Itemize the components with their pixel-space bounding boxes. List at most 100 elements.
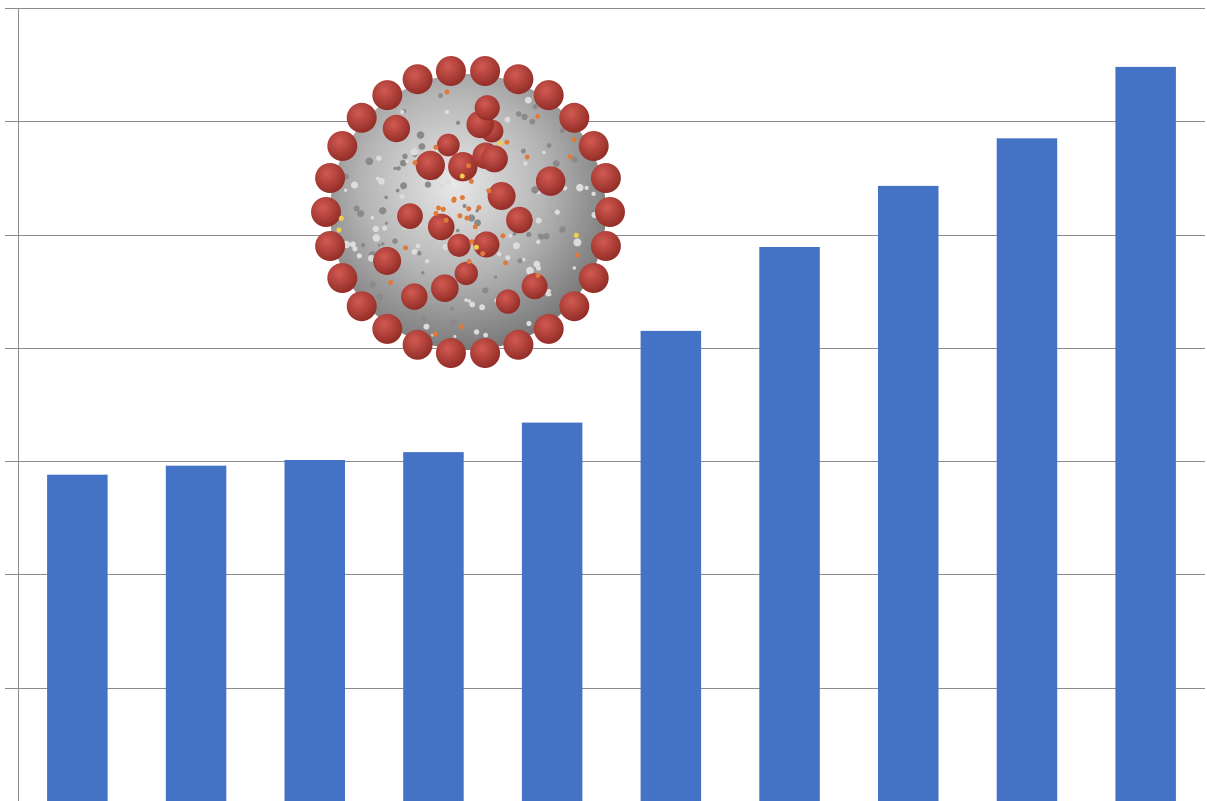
virus-texture <box>479 304 486 311</box>
virus-texture <box>591 191 596 196</box>
envelope-protein <box>571 137 577 143</box>
virus-texture <box>353 205 360 212</box>
spike-protein <box>454 261 478 286</box>
virus-texture <box>531 186 539 194</box>
envelope-protein <box>403 245 409 251</box>
virus-texture <box>410 148 418 156</box>
envelope-protein <box>472 224 478 230</box>
virus-texture <box>576 183 584 192</box>
virus-texture <box>450 319 458 327</box>
virus-texture <box>473 334 478 339</box>
spike-protein <box>430 274 459 303</box>
virus-texture <box>512 232 517 236</box>
virus-texture <box>497 251 502 257</box>
virus-texture <box>512 242 520 250</box>
virus-texture <box>469 301 476 308</box>
virus-texture <box>393 166 397 171</box>
virus-texture <box>444 109 450 115</box>
spike-protein <box>535 166 566 196</box>
envelope-protein <box>466 206 472 212</box>
virus-texture <box>356 253 362 259</box>
spike-protein <box>402 64 433 95</box>
virus-texture <box>483 332 488 338</box>
virus-texture <box>400 110 405 114</box>
virus-texture <box>421 271 425 275</box>
spike-protein <box>448 151 478 182</box>
spike-protein <box>470 338 501 368</box>
virus-texture <box>415 243 421 249</box>
virus-texture <box>416 131 425 139</box>
virus-texture <box>349 241 356 248</box>
spike-protein <box>435 56 466 86</box>
spike-protein <box>372 313 403 344</box>
spike-protein <box>315 163 346 193</box>
envelope-protein <box>388 280 394 285</box>
spike-protein <box>435 338 466 368</box>
virus-texture <box>400 182 408 190</box>
spike-protein <box>447 233 471 257</box>
virus-texture <box>521 113 528 121</box>
virus-texture <box>572 266 576 270</box>
virus-texture <box>392 238 398 244</box>
virus-texture <box>436 182 441 187</box>
virus-texture <box>470 208 476 213</box>
bar <box>403 452 464 801</box>
spike-protein <box>402 329 433 360</box>
virus-texture <box>537 233 543 239</box>
virus-texture <box>399 159 407 167</box>
envelope-protein <box>535 114 541 119</box>
spike-protein <box>503 329 534 360</box>
spike-protein <box>487 181 516 211</box>
virus-texture <box>467 299 471 303</box>
envelope-protein <box>466 259 472 264</box>
spike-protein <box>382 114 411 143</box>
virus-texture <box>376 155 382 161</box>
envelope-protein <box>459 195 465 201</box>
spike-protein <box>397 203 423 229</box>
virus-texture <box>504 116 511 123</box>
virus-texture <box>372 225 379 232</box>
spike-protein <box>480 145 508 173</box>
virus-texture <box>559 128 565 134</box>
envelope-protein <box>444 89 450 95</box>
spike-protein <box>533 313 564 344</box>
virus-texture <box>378 177 385 185</box>
virus-texture <box>559 226 566 233</box>
virus-texture <box>554 209 560 215</box>
virus-texture <box>520 309 526 315</box>
spike-protein <box>427 213 455 241</box>
virus-texture <box>550 288 558 296</box>
virus-texture <box>377 243 381 247</box>
virus-texture <box>370 216 375 220</box>
envelope-protein <box>440 206 446 212</box>
virus-texture <box>450 306 454 311</box>
virus-texture <box>493 275 498 279</box>
bar <box>1115 66 1176 801</box>
envelope-protein <box>469 239 475 245</box>
spike-protein <box>327 263 358 293</box>
virus-texture <box>535 217 542 224</box>
envelope-protein <box>436 205 441 211</box>
spike-protein <box>346 102 377 133</box>
virus-texture <box>475 209 479 213</box>
spike-protein <box>415 150 445 181</box>
virus-texture <box>421 316 427 322</box>
spike-protein <box>503 64 534 95</box>
virus-texture <box>384 221 388 225</box>
spike-protein <box>436 133 460 157</box>
virus-texture <box>517 258 523 264</box>
envelope-protein <box>443 217 449 223</box>
virus-texture <box>424 181 432 188</box>
spike-protein <box>474 95 500 121</box>
virus-texture <box>573 238 582 247</box>
envelope-protein <box>480 251 486 257</box>
spike-protein <box>315 231 346 261</box>
envelope-protein <box>535 273 541 278</box>
virus-texture <box>376 294 383 301</box>
envelope-protein <box>338 215 344 221</box>
virus-texture <box>571 155 578 163</box>
virus-texture <box>526 231 532 238</box>
spike-protein <box>473 231 500 258</box>
virus-texture <box>460 201 464 205</box>
virus-texture <box>542 150 546 155</box>
